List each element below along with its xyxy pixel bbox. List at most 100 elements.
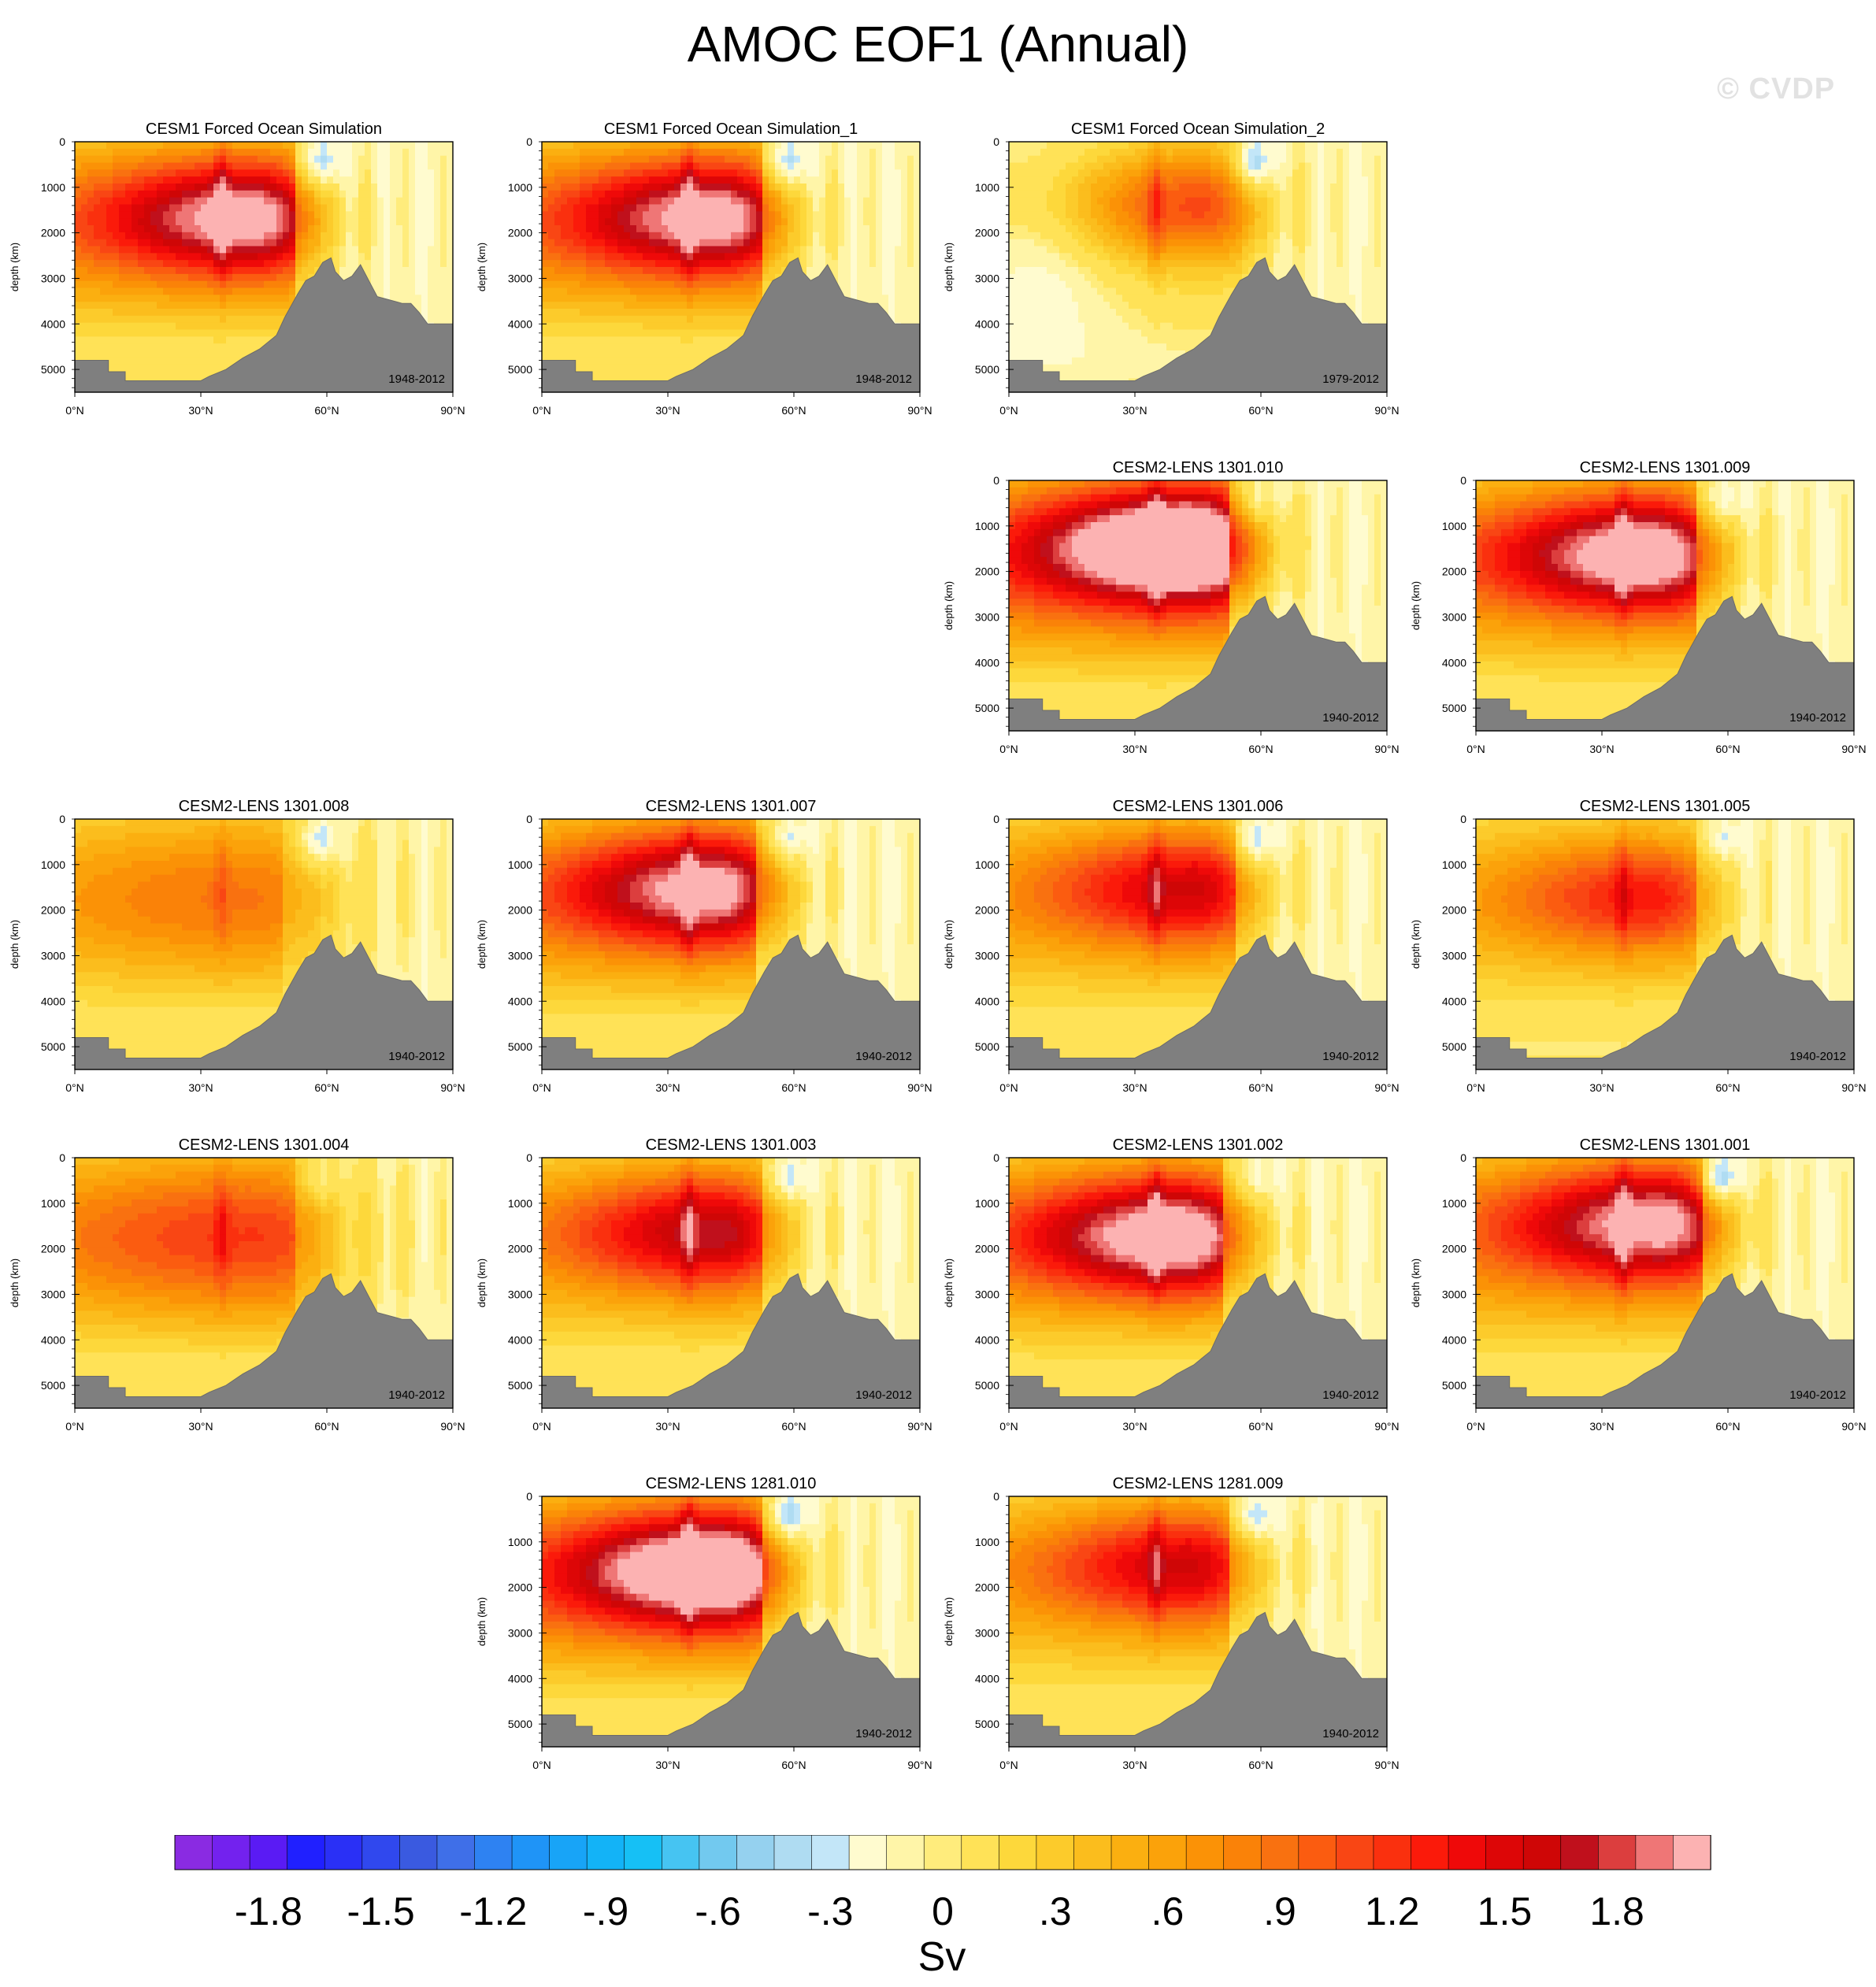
field-cell — [611, 364, 618, 373]
field-cell — [157, 287, 164, 295]
field-cell — [819, 211, 826, 219]
field-cell — [100, 204, 107, 212]
field-cell — [346, 218, 353, 226]
field-cell — [1078, 267, 1085, 275]
field-cell — [1084, 309, 1092, 317]
field-cell — [725, 322, 732, 331]
field-cell — [605, 350, 612, 358]
field-cell — [258, 287, 265, 295]
field-cell — [706, 309, 713, 317]
field-cell — [800, 267, 807, 275]
field-cell — [1066, 218, 1073, 226]
field-cell — [662, 280, 669, 289]
field-cell — [201, 329, 208, 337]
field-cell — [157, 280, 164, 289]
field-cell — [542, 295, 549, 302]
field-cell — [1009, 218, 1016, 226]
field-cell — [1078, 232, 1085, 240]
field-cell — [75, 142, 82, 150]
field-cell — [295, 253, 302, 261]
field-cell — [706, 218, 713, 226]
field-cell — [232, 232, 239, 240]
field-cell — [580, 350, 587, 358]
field-cell — [649, 169, 656, 177]
field-cell — [1021, 260, 1029, 268]
field-cell — [264, 197, 271, 206]
field-cell — [157, 309, 164, 317]
field-cell — [232, 184, 239, 191]
field-cell — [630, 148, 637, 157]
field-cell — [327, 162, 334, 170]
field-cell — [1015, 302, 1022, 310]
x-tick-label: 60°N — [314, 404, 339, 417]
field-cell — [914, 287, 920, 295]
field-cell — [1091, 204, 1098, 212]
field-cell — [220, 357, 227, 365]
field-cell — [176, 162, 183, 170]
field-cell — [352, 142, 359, 150]
field-cell — [94, 336, 101, 344]
field-cell — [844, 232, 851, 240]
field-cell — [106, 142, 113, 150]
field-cell — [599, 211, 606, 219]
field-cell — [1040, 267, 1047, 275]
field-cell — [276, 280, 284, 289]
field-cell — [125, 176, 132, 184]
field-cell — [113, 357, 120, 365]
field-cell — [630, 357, 637, 365]
field-cell — [580, 322, 587, 331]
field-cell — [1053, 184, 1060, 191]
field-cell — [75, 225, 82, 233]
field-cell — [1021, 197, 1029, 206]
field-cell — [636, 176, 643, 184]
field-cell — [718, 211, 725, 219]
field-cell — [75, 246, 82, 254]
field-cell — [415, 239, 422, 247]
field-cell — [1078, 253, 1085, 261]
field-cell — [409, 295, 416, 302]
field-cell — [1040, 273, 1047, 282]
field-cell — [150, 336, 158, 344]
field-cell — [901, 162, 908, 170]
field-cell — [1040, 142, 1047, 150]
field-cell — [800, 190, 807, 198]
field-cell — [132, 280, 139, 289]
field-cell — [264, 211, 271, 219]
field-cell — [125, 246, 132, 254]
field-cell — [636, 211, 643, 219]
field-cell — [542, 218, 549, 226]
field-cell — [901, 204, 908, 212]
field-cell — [548, 295, 555, 302]
field-cell — [907, 218, 914, 226]
field-cell — [144, 302, 151, 310]
field-cell — [157, 184, 164, 191]
field-cell — [1021, 350, 1029, 358]
field-cell — [195, 357, 202, 365]
field-cell — [1047, 350, 1054, 358]
field-cell — [762, 260, 769, 268]
field-cell — [447, 162, 453, 170]
field-cell — [100, 287, 107, 295]
field-cell — [157, 204, 164, 212]
field-cell — [573, 232, 580, 240]
field-cell — [1053, 232, 1060, 240]
field-cell — [573, 364, 580, 373]
field-cell — [75, 267, 82, 275]
field-cell — [81, 155, 88, 164]
field-cell — [712, 246, 719, 254]
field-cell — [1009, 162, 1016, 170]
field-cell — [800, 169, 807, 177]
field-cell — [573, 260, 580, 268]
field-cell — [119, 176, 126, 184]
field-cell — [680, 239, 688, 247]
field-cell — [699, 273, 706, 282]
field-cell — [119, 148, 126, 157]
field-cell — [586, 329, 593, 337]
field-cell — [851, 287, 858, 295]
field-cell — [169, 253, 176, 261]
field-cell — [94, 239, 101, 247]
field-cell — [409, 253, 416, 261]
field-cell — [302, 169, 309, 177]
field-cell — [1028, 232, 1035, 240]
field-cell — [636, 336, 643, 344]
